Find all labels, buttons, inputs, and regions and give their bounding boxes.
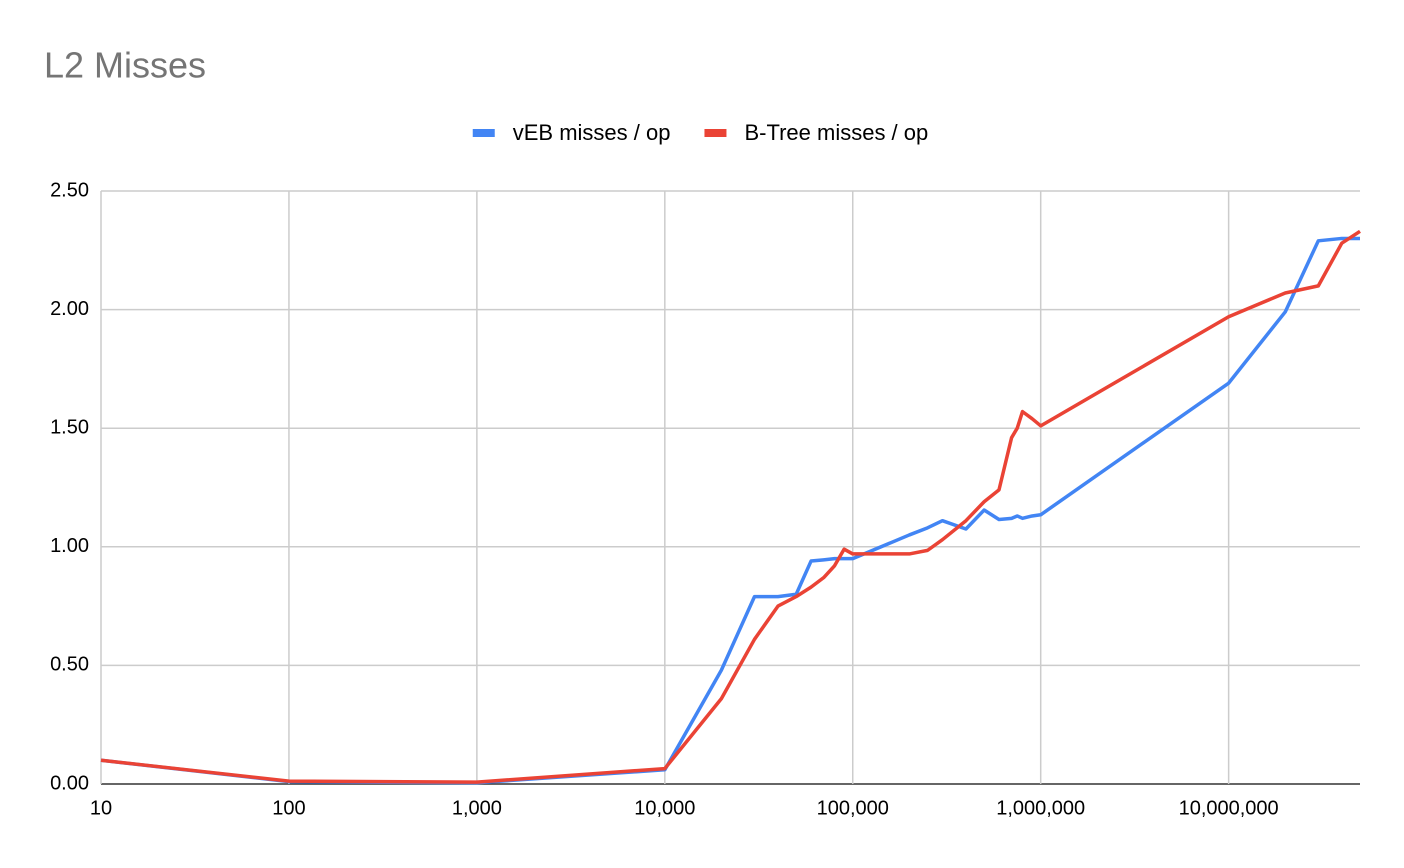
legend-label: vEB misses / op xyxy=(513,120,671,145)
y-tick-label: 0.00 xyxy=(50,772,89,794)
x-tick-label: 10 xyxy=(90,797,112,819)
x-tick-label: 100,000 xyxy=(817,797,889,819)
y-tick-label: 2.00 xyxy=(50,298,89,320)
y-tick-label: 1.00 xyxy=(50,535,89,557)
legend-item: vEB misses / op xyxy=(472,120,671,145)
chart-title: L2 Misses xyxy=(44,45,206,86)
grid: 0.00 0.50 1.00 1.50 2.00 2.50 10 100 1,000 10,000… xyxy=(50,179,1360,819)
x-tick-label: 1,000 xyxy=(452,797,502,819)
y-tick-label: 1.50 xyxy=(50,416,89,438)
legend-label: B-Tree misses / op xyxy=(744,120,928,145)
series-line xyxy=(100,229,1361,784)
legend-item: B-Tree misses / op xyxy=(704,120,928,145)
legend-swatch xyxy=(704,129,727,137)
y-tick-label: 0.50 xyxy=(50,654,89,676)
plot-area xyxy=(100,229,1361,785)
legend-swatch xyxy=(472,129,495,137)
x-tick-label: 10,000,000 xyxy=(1179,797,1279,819)
x-tick-label: 1,000,000 xyxy=(996,797,1085,819)
x-tick-label: 100 xyxy=(272,797,305,819)
series-line xyxy=(100,236,1360,785)
legend: vEB misses / op B-Tree misses / op xyxy=(472,120,928,145)
y-tick-label: 2.50 xyxy=(50,179,89,201)
x-tick-label: 10,000 xyxy=(634,797,695,819)
